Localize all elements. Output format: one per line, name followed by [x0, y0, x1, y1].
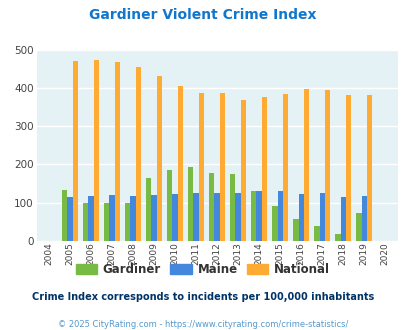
Bar [198, 93, 204, 241]
Bar [271, 207, 277, 241]
Bar [188, 167, 193, 241]
Bar [62, 190, 67, 241]
Bar [250, 191, 256, 241]
Bar [261, 97, 267, 241]
Bar [298, 194, 303, 241]
Bar [177, 86, 183, 241]
Bar [277, 191, 282, 241]
Bar [324, 90, 330, 241]
Bar [214, 193, 220, 241]
Bar [220, 93, 225, 241]
Bar [355, 213, 360, 241]
Bar [172, 194, 177, 241]
Bar [193, 193, 198, 241]
Bar [319, 193, 324, 241]
Bar [83, 203, 88, 241]
Bar [256, 191, 261, 241]
Bar [345, 95, 351, 241]
Bar [282, 94, 288, 241]
Bar [115, 62, 120, 241]
Bar [360, 196, 366, 241]
Bar [303, 89, 309, 241]
Legend: Gardiner, Maine, National: Gardiner, Maine, National [71, 258, 334, 281]
Bar [104, 203, 109, 241]
Bar [166, 171, 172, 241]
Text: Gardiner Violent Crime Index: Gardiner Violent Crime Index [89, 8, 316, 22]
Bar [230, 174, 235, 241]
Bar [313, 226, 319, 241]
Bar [151, 195, 156, 241]
Bar [67, 197, 73, 241]
Bar [125, 203, 130, 241]
Bar [130, 196, 136, 241]
Bar [235, 193, 240, 241]
Bar [366, 95, 371, 241]
Bar [240, 100, 246, 241]
Bar [334, 234, 340, 241]
Text: Crime Index corresponds to incidents per 100,000 inhabitants: Crime Index corresponds to incidents per… [32, 292, 373, 302]
Bar [156, 76, 162, 241]
Bar [340, 197, 345, 241]
Bar [94, 60, 99, 241]
Bar [109, 195, 115, 241]
Text: © 2025 CityRating.com - https://www.cityrating.com/crime-statistics/: © 2025 CityRating.com - https://www.city… [58, 320, 347, 329]
Bar [88, 196, 94, 241]
Bar [209, 173, 214, 241]
Bar [292, 219, 298, 241]
Bar [73, 61, 78, 241]
Bar [136, 67, 141, 241]
Bar [146, 178, 151, 241]
